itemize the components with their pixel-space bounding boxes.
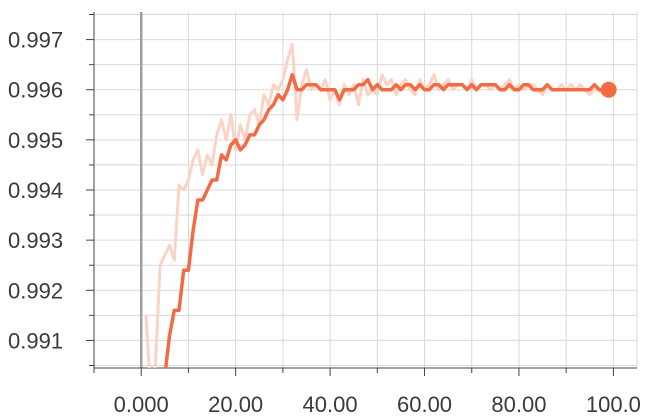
x-tick-label: 100.0 xyxy=(586,392,641,417)
x-tick-label: 80.00 xyxy=(491,392,546,417)
raw-series-line xyxy=(144,43,610,368)
y-tick-label: 0.991 xyxy=(8,328,63,353)
x-tick-label: 60.00 xyxy=(397,392,452,417)
x-tick-label: 40.00 xyxy=(303,392,358,417)
grid-layer xyxy=(93,12,638,368)
y-tick-label: 0.993 xyxy=(8,228,63,253)
x-tick-label: 20.00 xyxy=(208,392,263,417)
axis-layer xyxy=(86,12,637,376)
y-tick-label: 0.997 xyxy=(8,28,63,53)
tick-label-layer: 0.991 0.992 0.993 0.994 0.995 0.996 0.997 0.000… xyxy=(8,28,641,417)
y-tick-label: 0.992 xyxy=(8,278,63,303)
y-tick-label: 0.996 xyxy=(8,78,63,103)
x-tick-label: 0.000 xyxy=(114,392,169,417)
y-tick-label: 0.994 xyxy=(8,178,63,203)
y-tick-label: 0.995 xyxy=(8,128,63,153)
smoothed-series-line xyxy=(163,72,611,368)
last-point-marker xyxy=(600,81,617,98)
series-layer xyxy=(144,43,611,368)
